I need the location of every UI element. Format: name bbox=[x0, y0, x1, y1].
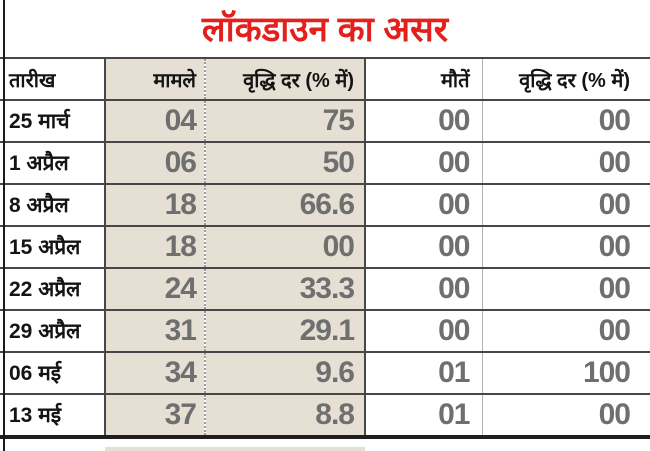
cell-cases: 04 bbox=[105, 100, 206, 143]
table-row: 29 अप्रैल 31 29.1 00 00 bbox=[0, 310, 650, 353]
cell-cases-growth: 8.8 bbox=[205, 394, 366, 439]
cell-deaths: 00 bbox=[365, 310, 483, 353]
table-row: 15 अप्रैल 18 00 00 00 bbox=[0, 226, 650, 269]
table-row: 1 अप्रैल 06 50 00 00 bbox=[0, 142, 650, 185]
left-border-rule bbox=[3, 0, 5, 451]
table-row: 22 अप्रैल 24 33.3 00 00 bbox=[0, 268, 650, 311]
cell-deaths-growth: 00 bbox=[482, 184, 650, 227]
column-header-cases: मामले bbox=[105, 57, 206, 101]
cell-deaths: 00 bbox=[365, 226, 483, 269]
cell-cases-growth: 9.6 bbox=[205, 352, 366, 395]
cell-cases: 18 bbox=[105, 184, 206, 227]
cell-cases: 24 bbox=[105, 268, 206, 311]
cell-cases-growth: 00 bbox=[205, 226, 366, 269]
cell-deaths-growth: 00 bbox=[482, 394, 650, 439]
chart-title: लॉकडाउन का असर bbox=[201, 10, 449, 49]
cell-cases: 34 bbox=[105, 352, 206, 395]
cell-date: 22 अप्रैल bbox=[0, 268, 106, 311]
decorative-beige-strip bbox=[105, 447, 365, 451]
cell-date: 1 अप्रैल bbox=[0, 142, 106, 185]
cell-deaths: 00 bbox=[365, 268, 483, 311]
cell-deaths-growth: 100 bbox=[482, 352, 650, 395]
table-row: 06 मई 34 9.6 01 100 bbox=[0, 352, 650, 395]
cell-date: 8 अप्रैल bbox=[0, 184, 106, 227]
cell-date: 29 अप्रैल bbox=[0, 310, 106, 353]
table-row: 25 मार्च 04 75 00 00 bbox=[0, 100, 650, 143]
table-row: 8 अप्रैल 18 66.6 00 00 bbox=[0, 184, 650, 227]
cell-date: 15 अप्रैल bbox=[0, 226, 106, 269]
cell-deaths: 00 bbox=[365, 184, 483, 227]
cell-date: 25 मार्च bbox=[0, 100, 106, 143]
header-row: तारीख मामले वृद्धि दर (% में) मौतें वृद्… bbox=[0, 57, 650, 101]
cell-deaths: 00 bbox=[365, 142, 483, 185]
cell-cases: 18 bbox=[105, 226, 206, 269]
cell-cases: 06 bbox=[105, 142, 206, 185]
cell-cases: 31 bbox=[105, 310, 206, 353]
cell-deaths-growth: 00 bbox=[482, 100, 650, 143]
cell-cases-growth: 33.3 bbox=[205, 268, 366, 311]
cell-deaths: 01 bbox=[365, 394, 483, 439]
cell-deaths: 01 bbox=[365, 352, 483, 395]
cell-cases-growth: 75 bbox=[205, 100, 366, 143]
cell-date: 13 मई bbox=[0, 394, 106, 439]
data-table: तारीख मामले वृद्धि दर (% में) मौतें वृद्… bbox=[0, 57, 650, 439]
column-header-deaths: मौतें bbox=[365, 57, 483, 101]
cell-deaths-growth: 00 bbox=[482, 310, 650, 353]
cell-cases-growth: 50 bbox=[205, 142, 366, 185]
cell-cases-growth: 66.6 bbox=[205, 184, 366, 227]
cell-deaths-growth: 00 bbox=[482, 268, 650, 311]
cell-cases-growth: 29.1 bbox=[205, 310, 366, 353]
table-row: 13 मई 37 8.8 01 00 bbox=[0, 394, 650, 439]
cell-deaths-growth: 00 bbox=[482, 142, 650, 185]
cell-date: 06 मई bbox=[0, 352, 106, 395]
column-header-cases-growth: वृद्धि दर (% में) bbox=[205, 57, 366, 101]
column-header-deaths-growth: वृद्धि दर (% में) bbox=[482, 57, 650, 101]
cell-cases: 37 bbox=[105, 394, 206, 439]
column-header-date: तारीख bbox=[0, 57, 106, 101]
cell-deaths: 00 bbox=[365, 100, 483, 143]
cell-deaths-growth: 00 bbox=[482, 226, 650, 269]
